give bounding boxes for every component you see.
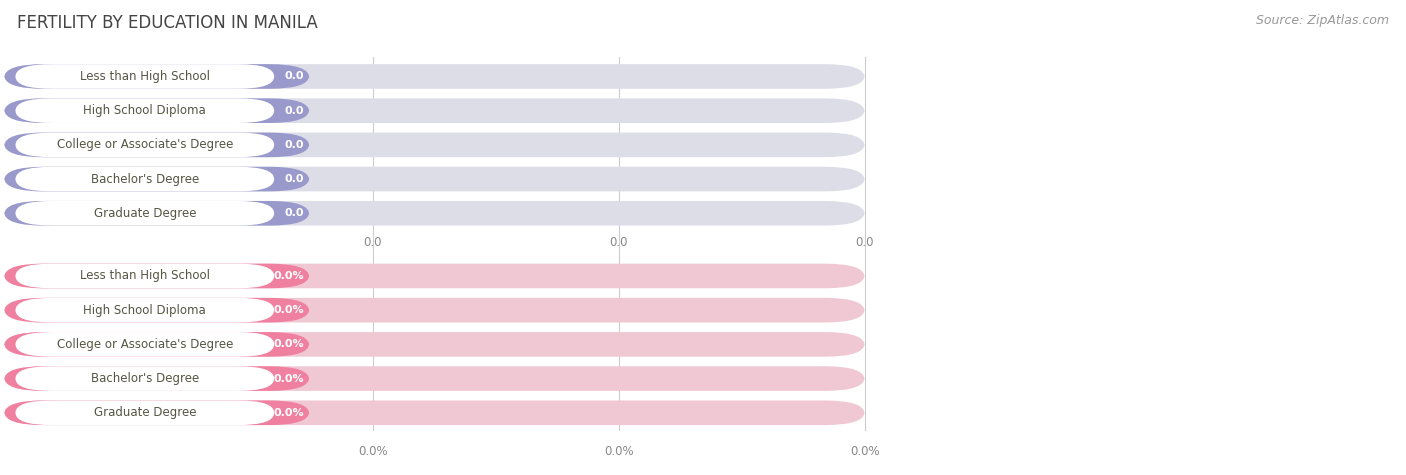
FancyBboxPatch shape xyxy=(4,264,865,288)
FancyBboxPatch shape xyxy=(4,201,865,226)
Text: 0.0: 0.0 xyxy=(284,71,304,82)
FancyBboxPatch shape xyxy=(15,264,274,288)
Text: 0.0%: 0.0% xyxy=(273,408,304,418)
FancyBboxPatch shape xyxy=(4,400,865,425)
FancyBboxPatch shape xyxy=(15,98,274,123)
FancyBboxPatch shape xyxy=(4,264,309,288)
Text: High School Diploma: High School Diploma xyxy=(83,104,207,117)
FancyBboxPatch shape xyxy=(4,98,865,123)
FancyBboxPatch shape xyxy=(4,298,865,323)
Text: Graduate Degree: Graduate Degree xyxy=(94,207,195,220)
FancyBboxPatch shape xyxy=(15,167,274,191)
Text: 0.0%: 0.0% xyxy=(849,445,880,458)
Text: 0.0%: 0.0% xyxy=(273,373,304,384)
FancyBboxPatch shape xyxy=(15,332,274,357)
Text: Less than High School: Less than High School xyxy=(80,269,209,283)
Text: Less than High School: Less than High School xyxy=(80,70,209,83)
Text: 0.0%: 0.0% xyxy=(603,445,634,458)
FancyBboxPatch shape xyxy=(15,64,274,89)
Text: 0.0: 0.0 xyxy=(609,236,628,249)
Text: Graduate Degree: Graduate Degree xyxy=(94,406,195,419)
FancyBboxPatch shape xyxy=(15,366,274,391)
Text: 0.0: 0.0 xyxy=(363,236,382,249)
FancyBboxPatch shape xyxy=(4,366,865,391)
FancyBboxPatch shape xyxy=(15,201,274,226)
FancyBboxPatch shape xyxy=(4,167,309,191)
FancyBboxPatch shape xyxy=(4,332,309,357)
Text: Bachelor's Degree: Bachelor's Degree xyxy=(91,372,198,385)
Text: Bachelor's Degree: Bachelor's Degree xyxy=(91,172,198,186)
Text: Source: ZipAtlas.com: Source: ZipAtlas.com xyxy=(1256,14,1389,27)
Text: High School Diploma: High School Diploma xyxy=(83,304,207,317)
Text: 0.0%: 0.0% xyxy=(357,445,388,458)
Text: 0.0: 0.0 xyxy=(284,208,304,219)
FancyBboxPatch shape xyxy=(4,366,309,391)
FancyBboxPatch shape xyxy=(15,400,274,425)
FancyBboxPatch shape xyxy=(4,298,309,323)
FancyBboxPatch shape xyxy=(15,133,274,157)
Text: 0.0%: 0.0% xyxy=(273,305,304,315)
Text: College or Associate's Degree: College or Associate's Degree xyxy=(56,338,233,351)
FancyBboxPatch shape xyxy=(4,133,309,157)
FancyBboxPatch shape xyxy=(4,167,865,191)
Text: College or Associate's Degree: College or Associate's Degree xyxy=(56,138,233,152)
FancyBboxPatch shape xyxy=(4,201,309,226)
FancyBboxPatch shape xyxy=(4,332,865,357)
Text: 0.0: 0.0 xyxy=(284,140,304,150)
Text: 0.0%: 0.0% xyxy=(273,271,304,281)
Text: FERTILITY BY EDUCATION IN MANILA: FERTILITY BY EDUCATION IN MANILA xyxy=(17,14,318,32)
Text: 0.0: 0.0 xyxy=(855,236,875,249)
FancyBboxPatch shape xyxy=(4,64,309,89)
FancyBboxPatch shape xyxy=(4,133,865,157)
FancyBboxPatch shape xyxy=(4,400,309,425)
Text: 0.0%: 0.0% xyxy=(273,339,304,350)
Text: 0.0: 0.0 xyxy=(284,174,304,184)
FancyBboxPatch shape xyxy=(4,64,865,89)
FancyBboxPatch shape xyxy=(15,298,274,323)
Text: 0.0: 0.0 xyxy=(284,105,304,116)
FancyBboxPatch shape xyxy=(4,98,309,123)
